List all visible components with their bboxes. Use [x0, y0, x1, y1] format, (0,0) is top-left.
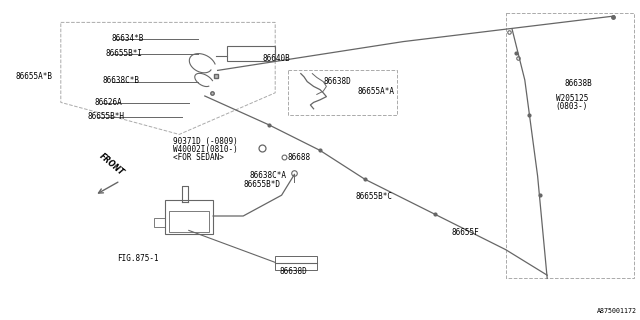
- Text: 86655B*H: 86655B*H: [87, 112, 124, 121]
- Text: <FOR SEDAN>: <FOR SEDAN>: [173, 153, 223, 162]
- Text: 86638D: 86638D: [323, 77, 351, 86]
- Text: W205125: W205125: [556, 94, 588, 103]
- Text: W40002I(0810-): W40002I(0810-): [173, 145, 237, 154]
- Bar: [165, 200, 213, 234]
- Text: 86655B*I: 86655B*I: [106, 49, 143, 58]
- Text: 86655B*C: 86655B*C: [355, 192, 392, 201]
- Text: 86638D: 86638D: [280, 267, 307, 276]
- Bar: [169, 211, 209, 232]
- Text: 86638C*A: 86638C*A: [250, 172, 287, 180]
- Text: 90371D (-0809): 90371D (-0809): [173, 137, 237, 146]
- Text: 86688: 86688: [288, 153, 311, 162]
- Text: 86655A*A: 86655A*A: [357, 87, 394, 96]
- Text: FRONT: FRONT: [98, 152, 126, 178]
- Text: 86655F: 86655F: [451, 228, 479, 237]
- Text: A875001172: A875001172: [596, 308, 637, 314]
- Text: 86638C*B: 86638C*B: [102, 76, 140, 85]
- Text: 86638B: 86638B: [564, 79, 592, 88]
- Bar: [227, 46, 275, 61]
- Text: 86634*B: 86634*B: [112, 34, 145, 43]
- Text: 86626A: 86626A: [94, 98, 122, 107]
- Text: 86640B: 86640B: [262, 54, 290, 63]
- Text: (0803-): (0803-): [556, 102, 588, 111]
- Bar: [275, 256, 317, 270]
- Text: FIG.875-1: FIG.875-1: [117, 254, 159, 263]
- Text: 86655A*B: 86655A*B: [16, 72, 53, 81]
- Bar: [154, 218, 165, 227]
- Text: 86655B*D: 86655B*D: [243, 180, 280, 189]
